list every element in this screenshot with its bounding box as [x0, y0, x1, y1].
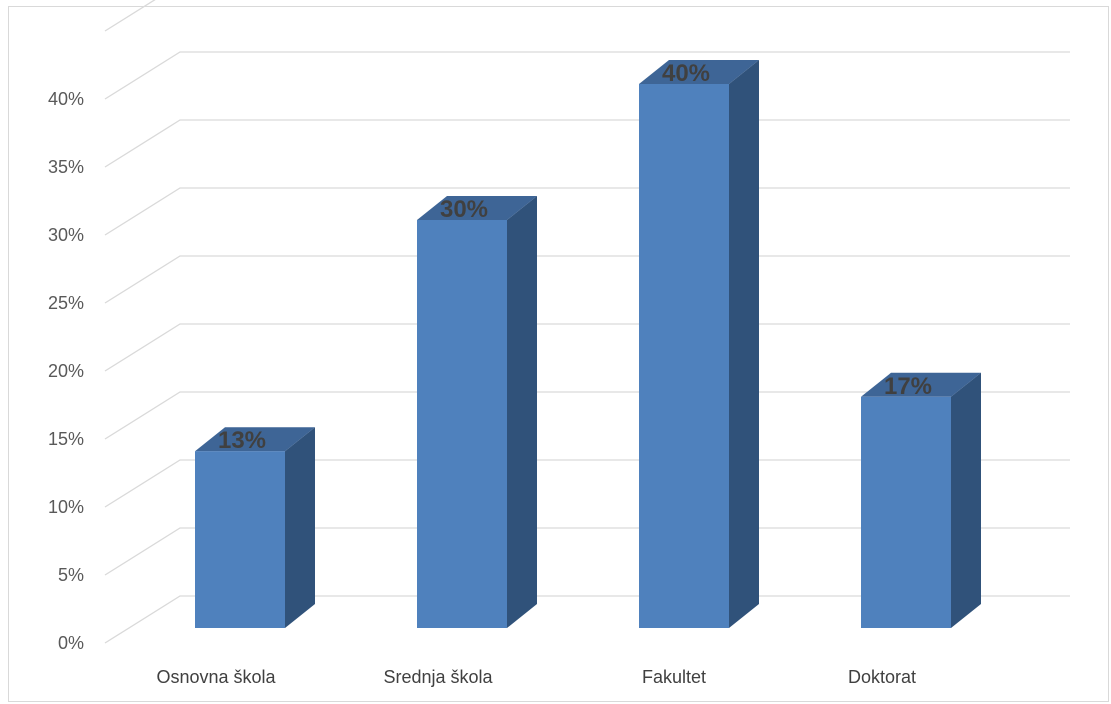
- x-tick-label: Srednja škola: [383, 667, 493, 687]
- bar: [195, 451, 285, 628]
- y-tick-label: 5%: [58, 565, 84, 585]
- bar-side: [951, 372, 981, 628]
- bar-top: [195, 427, 315, 452]
- gridline: [104, 459, 1070, 508]
- y-tick-label: 10%: [48, 497, 84, 517]
- gridline: [104, 527, 1070, 576]
- gridline: [104, 391, 1070, 440]
- bar-side: [729, 60, 759, 628]
- bar-top: [861, 372, 981, 397]
- x-tick-label: Fakultet: [642, 667, 706, 687]
- data-label: 13%: [218, 427, 266, 454]
- bar-top: [639, 60, 759, 84]
- x-tick-label: Doktorat: [848, 667, 916, 687]
- y-tick-label: 40%: [48, 89, 84, 109]
- bar-side: [285, 427, 315, 628]
- bar: [861, 396, 951, 628]
- gridline: [104, 255, 1070, 304]
- bar: [639, 84, 729, 628]
- gridline: [104, 187, 1070, 236]
- gridline: [104, 0, 156, 32]
- y-tick-label: 35%: [48, 157, 84, 177]
- gridline: [104, 323, 1070, 372]
- y-tick-label: 25%: [48, 293, 84, 313]
- y-tick-label: 20%: [48, 361, 84, 381]
- x-tick-label: Osnovna škola: [156, 667, 276, 687]
- y-tick-label: 0%: [58, 633, 84, 653]
- bar-top: [417, 196, 537, 220]
- bar: [417, 220, 507, 628]
- y-tick-label: 30%: [48, 225, 84, 245]
- gridline: [104, 595, 1070, 644]
- bar-side: [507, 196, 537, 628]
- y-tick-label: 15%: [48, 429, 84, 449]
- data-label: 40%: [662, 60, 710, 87]
- gridline: [104, 119, 1070, 168]
- data-label: 17%: [884, 373, 932, 400]
- gridline: [104, 51, 1070, 100]
- data-label: 30%: [440, 196, 488, 223]
